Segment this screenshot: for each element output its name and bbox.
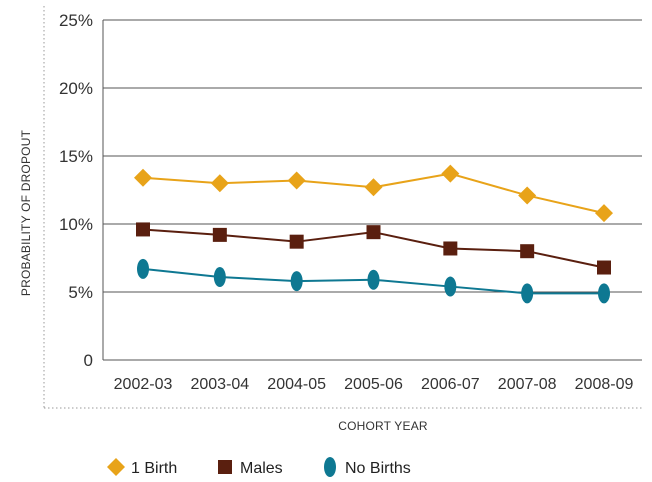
data-point-1-birth xyxy=(518,186,537,205)
series-group xyxy=(134,164,613,304)
data-point-1-birth xyxy=(287,171,306,190)
x-tick-label: 2008-09 xyxy=(575,376,634,393)
x-tick-label: 2004-05 xyxy=(267,376,326,393)
x-tick-label: 2003-04 xyxy=(190,376,249,393)
x-tick-labels: 2002-03 2003-04 2004-05 2005-06 2006-07 2007-… xyxy=(114,376,634,393)
legend-marker-1-birth xyxy=(107,458,125,476)
data-point-males xyxy=(597,260,611,275)
legend-label-1-birth: 1 Birth xyxy=(131,460,177,477)
data-point-1-birth xyxy=(210,174,229,193)
data-point-no-births xyxy=(444,276,457,297)
legend-marker-no-births xyxy=(324,457,336,477)
data-point-no-births xyxy=(521,283,534,304)
data-point-no-births xyxy=(367,269,380,290)
data-point-males xyxy=(520,244,535,259)
y-tick-label: 25% xyxy=(59,11,93,30)
legend-marker-males xyxy=(218,460,232,474)
data-point-males xyxy=(212,227,227,242)
legend-label-males: Males xyxy=(240,460,283,477)
x-tick-label: 2006-07 xyxy=(421,376,480,393)
y-axis-label: PROBABILITY OF DROPOUT xyxy=(19,129,33,296)
y-tick-label: 0 xyxy=(84,351,93,370)
y-tick-label: 10% xyxy=(59,215,93,234)
data-point-no-births xyxy=(290,271,303,292)
data-point-1-birth xyxy=(441,164,460,183)
data-point-males xyxy=(289,234,304,249)
y-tick-label: 5% xyxy=(68,283,93,302)
data-point-males xyxy=(443,241,458,256)
x-tick-label: 2007-08 xyxy=(498,376,557,393)
y-tick-labels: 0 5% 10% 15% 20% 25% xyxy=(59,11,93,370)
data-point-males xyxy=(366,225,381,240)
data-point-no-births xyxy=(598,283,610,304)
legend: 1 Birth Males No Births xyxy=(107,457,411,477)
y-tick-label: 15% xyxy=(59,147,93,166)
gridlines xyxy=(102,19,642,361)
y-tick-label: 20% xyxy=(59,79,93,98)
data-point-1-birth xyxy=(595,204,613,223)
x-axis-label: COHORT YEAR xyxy=(338,419,428,433)
data-point-1-birth xyxy=(364,178,383,197)
data-point-no-births xyxy=(137,258,149,279)
data-point-1-birth xyxy=(134,168,152,187)
chart-frame xyxy=(43,6,642,409)
x-tick-label: 2005-06 xyxy=(344,376,403,393)
x-tick-label: 2002-03 xyxy=(114,376,173,393)
data-point-no-births xyxy=(213,267,226,288)
legend-label-no-births: No Births xyxy=(345,460,411,477)
data-point-males xyxy=(136,222,150,237)
